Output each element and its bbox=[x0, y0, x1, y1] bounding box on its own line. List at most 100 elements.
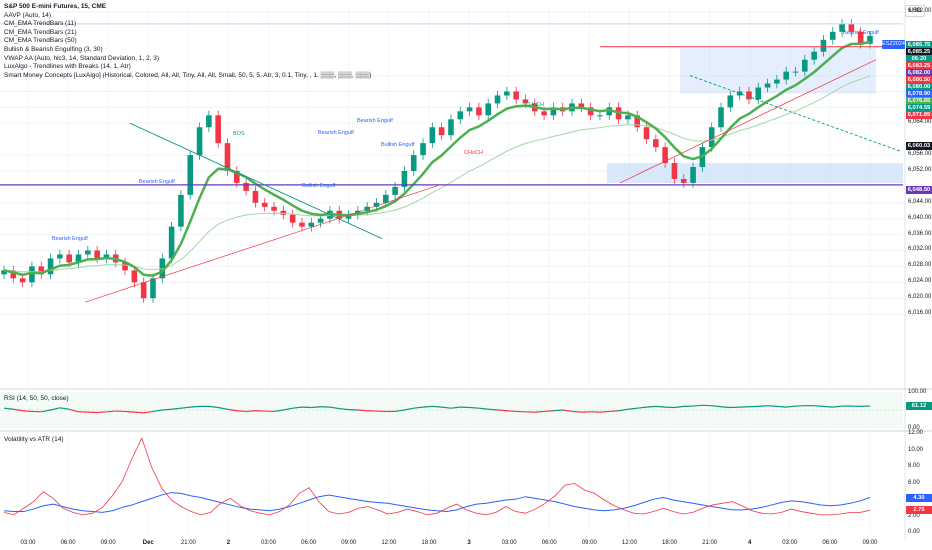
candle-body bbox=[10, 270, 17, 279]
rsi-segment bbox=[292, 406, 303, 409]
candle-body bbox=[178, 194, 184, 227]
price-tick-label: 6,040.00 bbox=[908, 214, 932, 221]
ema-50-line bbox=[3, 75, 871, 273]
indicator-trendlines[interactable]: LuxAlgo - Trendlines with Breaks (14, 1,… bbox=[4, 63, 131, 71]
price-tick-label: 6,032.00 bbox=[908, 246, 932, 253]
rsi-segment bbox=[190, 405, 200, 408]
rsi-segment bbox=[227, 408, 237, 412]
candle-body bbox=[811, 51, 817, 60]
candle-body bbox=[373, 202, 380, 207]
price-tag: 6,078.90 bbox=[906, 90, 932, 98]
rsi-segment bbox=[441, 406, 452, 409]
indicator-smc[interactable]: Smart Money Concepts [LuxAlgo] (Historic… bbox=[4, 71, 372, 79]
rsi-segment bbox=[125, 410, 135, 413]
price-tick-label: 6,092.00 bbox=[908, 7, 932, 14]
volatility-pane-label[interactable]: Volatility vs ATR (14) bbox=[4, 436, 64, 443]
candle-body bbox=[578, 103, 585, 108]
bos-label: BOS bbox=[233, 131, 245, 137]
indicator-ema21[interactable]: CM_EMA TrendBars (21) bbox=[4, 28, 77, 36]
time-tick-label: 06:00 bbox=[541, 540, 557, 546]
price-tag: 6,083.25 bbox=[906, 62, 932, 70]
time-tick-label: 09:00 bbox=[862, 540, 878, 546]
candle-body bbox=[839, 23, 845, 32]
indicator-vwap[interactable]: VWAP AA (Auto, hlc3, 14, Standard Deviat… bbox=[4, 54, 160, 62]
candle-body bbox=[215, 115, 221, 144]
candle-body bbox=[597, 115, 603, 117]
currency-badge[interactable]: USD bbox=[905, 5, 925, 17]
candle-body bbox=[345, 214, 352, 219]
time-tick-label: 03:00 bbox=[261, 540, 277, 546]
candle-body bbox=[29, 266, 35, 283]
candle-body bbox=[550, 107, 557, 116]
time-tick-label: 09:00 bbox=[341, 540, 357, 546]
price-tag: 6,071.89 bbox=[906, 111, 932, 119]
candle-body bbox=[187, 155, 194, 195]
rsi-segment bbox=[50, 407, 61, 411]
price-tick-label: 6,016.00 bbox=[908, 310, 932, 317]
candle-body bbox=[680, 178, 687, 183]
rsi-segment bbox=[69, 408, 79, 413]
bearish-engulf-label: Bearish Engulf bbox=[52, 236, 88, 242]
candle-body bbox=[206, 115, 212, 128]
rsi-segment bbox=[134, 411, 144, 414]
candle-body bbox=[764, 83, 771, 88]
rsi-segment bbox=[152, 409, 163, 413]
time-tick-label: 12:00 bbox=[381, 540, 397, 546]
candle-body bbox=[271, 206, 277, 211]
rsi-segment bbox=[618, 408, 628, 412]
candle-body bbox=[438, 127, 445, 136]
ema-11-line bbox=[3, 40, 871, 277]
symbol-title[interactable]: S&P 500 E-mini Futures, 15, CME bbox=[4, 3, 107, 10]
candle-body bbox=[448, 119, 454, 136]
rsi-segment bbox=[776, 405, 787, 408]
candle-body bbox=[196, 127, 203, 156]
rsi-segment bbox=[218, 406, 228, 410]
candle-body bbox=[634, 115, 640, 128]
rsi-segment bbox=[637, 406, 647, 409]
time-tick-label: 2 bbox=[226, 540, 231, 546]
time-tick-label: 12:00 bbox=[621, 540, 637, 546]
indicator-ema50[interactable]: CM_EMA TrendBars (50) bbox=[4, 37, 77, 45]
price-tick-label: 6,064.00 bbox=[908, 119, 932, 126]
time-tick-label: Dec bbox=[142, 540, 154, 546]
bullish-engulf-label: Bullish Engulf bbox=[302, 183, 336, 189]
trendline bbox=[129, 122, 383, 239]
rsi-segment bbox=[786, 405, 796, 408]
candle-body bbox=[457, 111, 464, 120]
indicator-aavp[interactable]: AAVP (Auto, 14) bbox=[4, 11, 52, 19]
time-tick-label: 3 bbox=[467, 540, 471, 546]
rsi-segment bbox=[823, 405, 833, 408]
rsi-segment bbox=[646, 405, 656, 408]
time-tick-label: 18:00 bbox=[662, 540, 678, 546]
candle-body bbox=[718, 107, 724, 128]
rsi-segment bbox=[599, 410, 610, 413]
price-tag: 6,082.00 bbox=[906, 69, 932, 77]
candle-body bbox=[848, 23, 855, 32]
candle-body bbox=[140, 282, 147, 299]
rsi-segment bbox=[395, 409, 405, 413]
candle-body bbox=[746, 91, 752, 100]
rsi-segment bbox=[171, 407, 181, 410]
bullish-engulf-label: Bullish Engulf bbox=[381, 142, 415, 148]
bearish-engulf-label: Bearish Engulf bbox=[843, 30, 879, 36]
volatility-last-value: 2.75 bbox=[906, 506, 932, 515]
rsi-segment bbox=[758, 405, 768, 407]
candle-body bbox=[382, 194, 389, 203]
volatility-line bbox=[3, 437, 871, 516]
time-tick-label: 18:00 bbox=[421, 540, 437, 546]
time-tick-label: 09:00 bbox=[581, 540, 597, 546]
candle-body bbox=[85, 250, 91, 255]
rsi-segment bbox=[404, 407, 414, 411]
volatility-tick-label: 10.00 bbox=[908, 446, 924, 453]
price-tick-label: 6,024.00 bbox=[908, 278, 932, 285]
rsi-segment bbox=[655, 405, 666, 408]
indicator-engulfing[interactable]: Bullish & Bearish Engulfing (3, 30) bbox=[4, 45, 103, 53]
indicator-ema11[interactable]: CM_EMA TrendBars (11) bbox=[4, 20, 77, 28]
rsi-segment bbox=[22, 410, 32, 413]
price-tick-label: 6,044.00 bbox=[908, 198, 932, 205]
rsi-segment bbox=[478, 407, 489, 410]
rsi-pane-label[interactable]: RSI (14, 50, 50, close) bbox=[4, 395, 69, 402]
rsi-segment bbox=[273, 409, 284, 413]
